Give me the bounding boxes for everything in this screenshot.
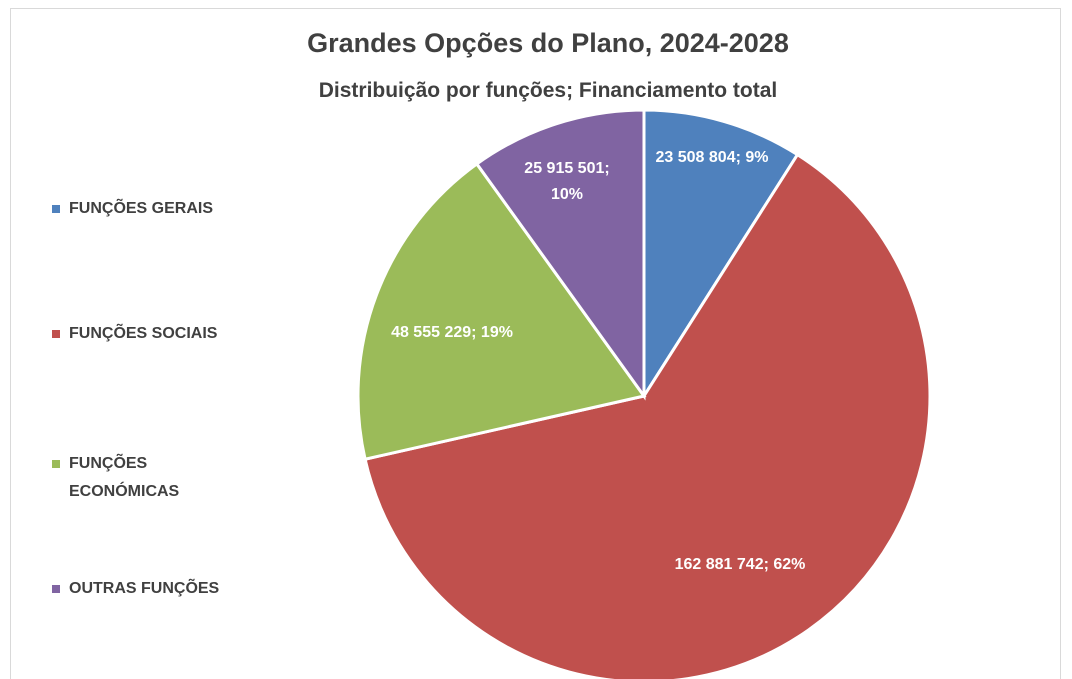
data-label: 48 555 229; 19% (391, 324, 513, 341)
data-label: 162 881 742; 62% (674, 556, 806, 573)
pie-slice (642, 108, 800, 402)
chart-frame (10, 8, 1061, 679)
legend-label: FUNÇÕES ECONÓMICAS (69, 455, 180, 500)
chart-title: Grandes Opções do Plano, 2024-2028 (307, 28, 789, 58)
legend-swatch (52, 585, 60, 593)
legend-label: OUTRAS FUNÇÕES (69, 580, 220, 597)
legend-label: FUNÇÕES GERAIS (69, 200, 214, 217)
legend-entry: OUTRAS FUNÇÕES (52, 575, 259, 603)
legend-swatch (52, 205, 60, 213)
legend-swatch (52, 330, 60, 338)
legend-entry: FUNÇÕES GERAIS (52, 195, 259, 223)
legend-label: FUNÇÕES SOCIAIS (69, 325, 218, 342)
pie-slice (474, 108, 646, 401)
data-label: 25 915 501; 10% (524, 160, 610, 203)
legend-entry: FUNÇÕES SOCIAIS (52, 320, 259, 348)
pie-slice (363, 152, 932, 679)
data-label: 23 508 804; 9% (655, 149, 769, 166)
pie-slice (356, 161, 647, 462)
legend-swatch (52, 460, 60, 468)
legend-entry: FUNÇÕES ECONÓMICAS (52, 450, 259, 506)
chart-subtitle: Distribuição por funções; Financiamento … (319, 79, 778, 102)
